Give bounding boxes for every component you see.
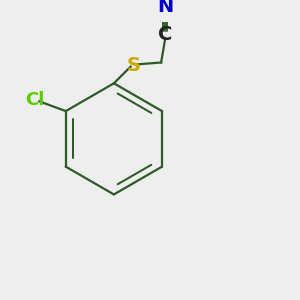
Text: Cl: Cl	[26, 91, 45, 109]
Text: C: C	[158, 25, 172, 44]
Text: N: N	[157, 0, 173, 16]
Text: S: S	[126, 56, 140, 75]
